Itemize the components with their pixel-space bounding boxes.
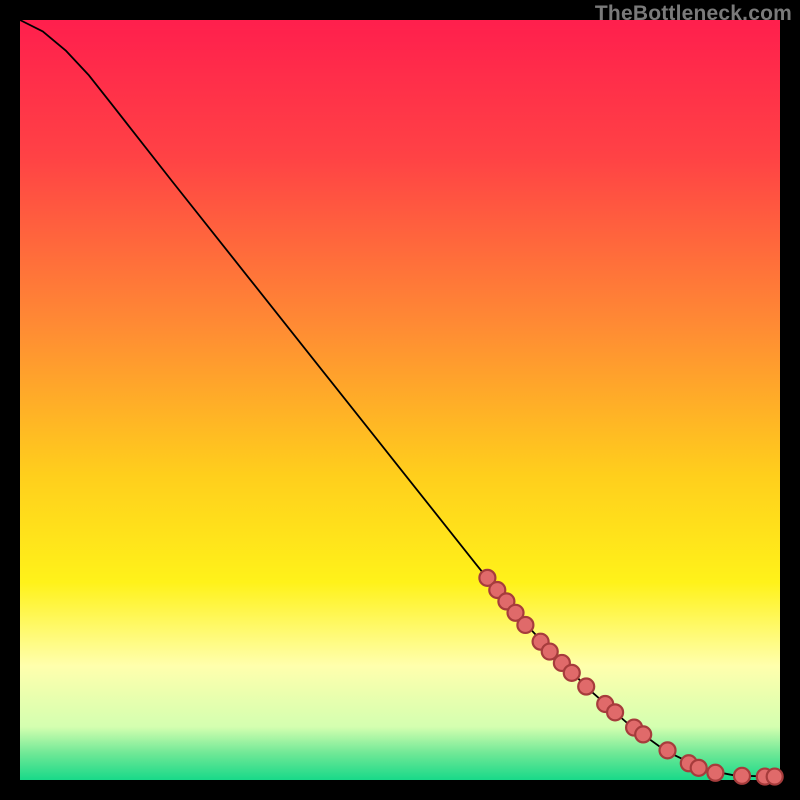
data-marker (734, 768, 750, 784)
data-marker (564, 665, 580, 681)
data-marker (767, 769, 783, 785)
data-marker (691, 760, 707, 776)
chart-stage: TheBottleneck.com (0, 0, 800, 800)
data-marker (517, 617, 533, 633)
data-marker (578, 679, 594, 695)
bottleneck-chart (0, 0, 800, 800)
data-marker (707, 765, 723, 781)
data-marker (660, 742, 676, 758)
data-marker (607, 704, 623, 720)
data-marker (635, 726, 651, 742)
